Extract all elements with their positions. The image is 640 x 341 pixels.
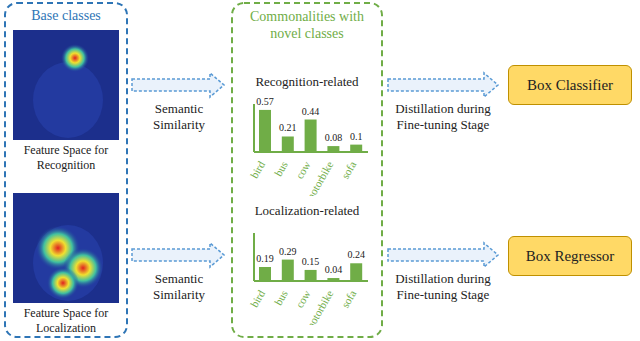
svg-text:0.57: 0.57 bbox=[256, 96, 274, 107]
svg-text:bird: bird bbox=[248, 159, 268, 181]
svg-text:0.15: 0.15 bbox=[302, 256, 320, 267]
svg-text:0.19: 0.19 bbox=[256, 253, 274, 264]
html-text:Recognition-related: Recognition-related bbox=[255, 74, 359, 89]
svg-text:sofa: sofa bbox=[339, 288, 359, 310]
svg-text:0.44: 0.44 bbox=[302, 106, 320, 117]
html-text:Box Regressor: Box Regressor bbox=[525, 247, 615, 264]
svg-text:motorbike: motorbike bbox=[303, 288, 336, 325]
svg-text:0.1: 0.1 bbox=[350, 131, 363, 142]
svg-text:bus: bus bbox=[272, 288, 290, 307]
svg-text:0.29: 0.29 bbox=[279, 246, 297, 257]
html-text:Feature Space for Recognition: Feature Space for Recognition bbox=[23, 143, 109, 172]
html-text:Distillation during Fine-tunin: Distillation during Fine-tuning Stage bbox=[395, 101, 491, 132]
html-text:Box Classifier: Box Classifier bbox=[526, 76, 614, 93]
svg-text:bus: bus bbox=[272, 159, 290, 178]
html-text:Localization-related: Localization-related bbox=[254, 203, 360, 218]
svg-text:0.21: 0.21 bbox=[279, 122, 297, 133]
html-text:Base classes: Base classes bbox=[31, 8, 101, 23]
html-text:Semantic Similarity: Semantic Similarity bbox=[153, 271, 205, 302]
html-text:Distillation during Fine-tunin: Distillation during Fine-tuning Stage bbox=[395, 271, 491, 302]
svg-text:sofa: sofa bbox=[339, 159, 359, 181]
html-text:Semantic Similarity: Semantic Similarity bbox=[153, 101, 205, 132]
svg-text:0.24: 0.24 bbox=[347, 249, 365, 260]
html-text:Feature Space for Localization: Feature Space for Localization bbox=[23, 306, 109, 335]
svg-text:motorbike: motorbike bbox=[303, 159, 336, 196]
html-text:Commonalities with novel class: Commonalities with novel classes bbox=[250, 9, 364, 41]
svg-text:0.08: 0.08 bbox=[325, 132, 343, 143]
svg-text:cow: cow bbox=[293, 159, 313, 181]
svg-text:bird: bird bbox=[248, 288, 268, 310]
svg-text:cow: cow bbox=[293, 288, 313, 310]
svg-text:0.04: 0.04 bbox=[325, 264, 343, 275]
